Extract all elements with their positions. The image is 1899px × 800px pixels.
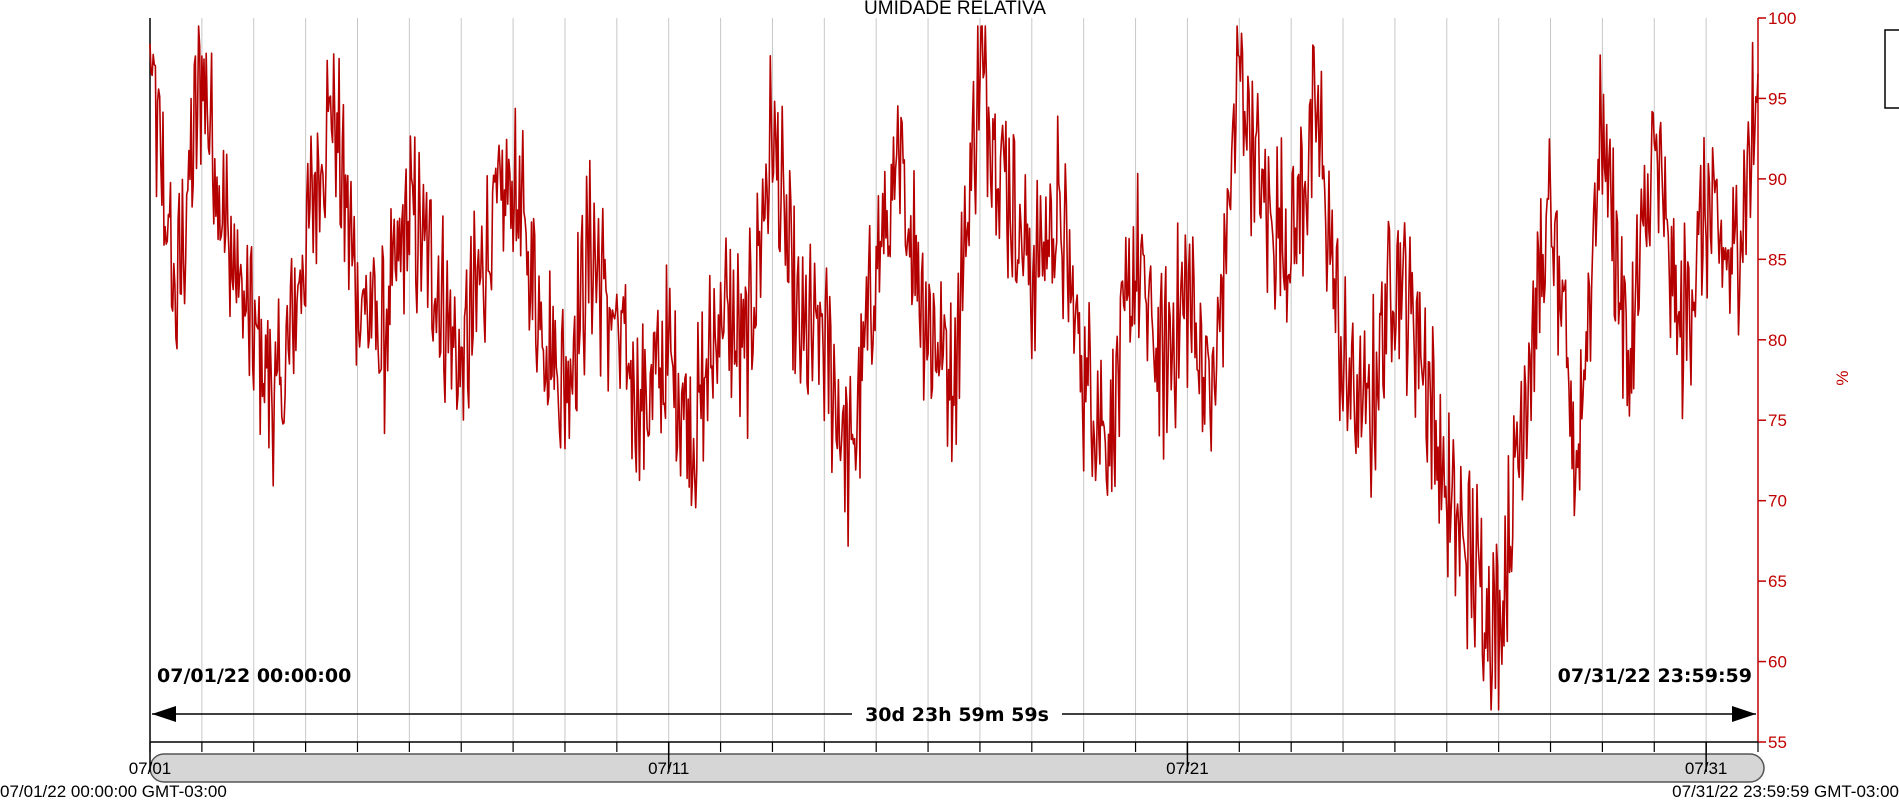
y-tick-label: 80 <box>1768 331 1787 350</box>
y-tick-label: 75 <box>1768 411 1787 430</box>
y-ticks: 55 60 65 70 75 80 85 90 95 100 <box>1758 9 1796 752</box>
x-tick-label: 07/11 <box>648 759 689 778</box>
arrow-left-icon <box>152 706 176 722</box>
y-tick-label: 65 <box>1768 572 1787 591</box>
footer-end-time: 07/31/22 23:59:59 GMT-03:00 <box>1672 782 1899 800</box>
y-tick-label: 90 <box>1768 170 1787 189</box>
series-layer <box>150 26 1758 710</box>
start-time-label: 07/01/22 00:00:00 <box>157 665 351 687</box>
y-tick-label: 70 <box>1768 492 1787 511</box>
y-tick-label: 100 <box>1768 9 1796 28</box>
y-tick-label: 95 <box>1768 89 1787 108</box>
y-tick-label: 85 <box>1768 250 1787 269</box>
x-tick-label: 07/31 <box>1685 759 1728 778</box>
footer-start-time: 07/01/22 00:00:00 GMT-03:00 <box>0 782 227 800</box>
x-tick-label: 07/01 <box>129 759 172 778</box>
y-tick-label: 55 <box>1768 733 1787 752</box>
arrow-right-icon <box>1732 706 1756 722</box>
time-scrollbar[interactable] <box>150 754 1764 782</box>
series-line-umidade <box>150 26 1758 710</box>
y-tick-label: 60 <box>1768 653 1787 672</box>
duration-label: 30d 23h 59m 59s <box>865 704 1049 726</box>
chart-title: UMIDADE RELATIVA <box>864 0 1046 19</box>
legend-box <box>1885 30 1899 108</box>
y-axis-label: % <box>1833 370 1852 385</box>
end-time-label: 07/31/22 23:59:59 <box>1558 665 1752 687</box>
x-tick-label: 07/21 <box>1166 759 1209 778</box>
